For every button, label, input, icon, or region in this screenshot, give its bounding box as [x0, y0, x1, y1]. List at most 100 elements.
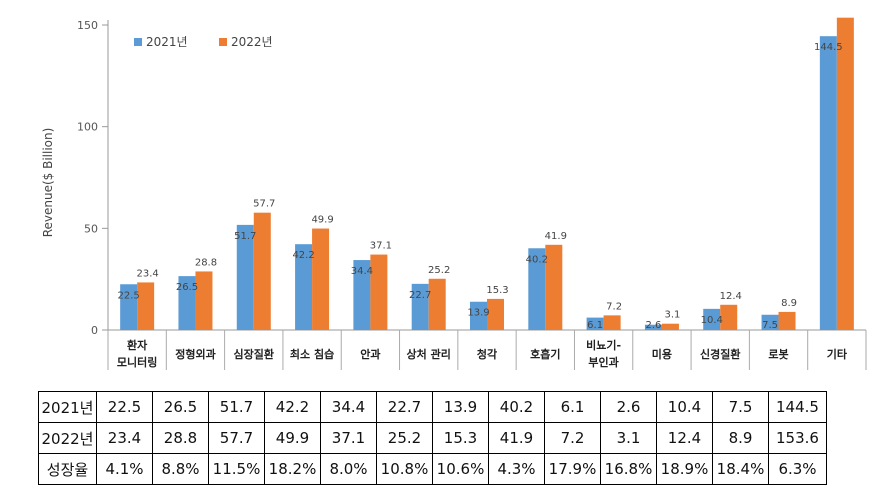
- x-tick-label: 호흡기: [530, 347, 560, 361]
- chart-legend: 2021년 2022년: [134, 35, 273, 49]
- table-row: 성장율 4.1% 8.8% 11.5% 18.2% 8.0% 10.8% 10.6% 4.3% 1…: [38, 453, 827, 485]
- bar-2021: [295, 244, 313, 330]
- table-cell: 153.6: [768, 422, 827, 454]
- data-label-2022: 28.8: [195, 257, 217, 268]
- data-label-2021: 42.2: [292, 250, 314, 261]
- table-cell: 4.1%: [96, 453, 153, 485]
- x-tick-label: 안과: [360, 347, 380, 361]
- bar-2021: [703, 308, 721, 330]
- bar-2022: [312, 228, 330, 330]
- table-cell: 23.4: [96, 422, 153, 454]
- data-table: 2021년 22.5 26.5 51.7 42.2 34.4 22.7 13.9 40.2 6.1…: [38, 391, 827, 485]
- row-header: 성장율: [38, 453, 97, 485]
- table-cell: 18.2%: [264, 453, 321, 485]
- data-label-2022: 15.3: [486, 285, 508, 296]
- x-tick-label: 상처 관리: [407, 347, 451, 361]
- bar-2021: [644, 324, 662, 330]
- y-tick-label: 50: [84, 222, 98, 235]
- bar-2021: [120, 284, 138, 330]
- chart-bars: [120, 17, 854, 331]
- data-label-2022: 7.2: [606, 301, 622, 312]
- x-tick-label: 신경질환: [700, 347, 740, 361]
- chart-data-labels: 22.5 23.4 26.5 28.8 51.7 57.7 42.2 49.9 34.4 37.1…: [118, 42, 843, 331]
- data-label-2021: 22.5: [118, 290, 140, 301]
- bar-2022: [195, 271, 213, 330]
- table-cell: 28.8: [152, 422, 209, 454]
- table-cell: 7.5: [712, 391, 769, 423]
- table-cell: 6.1: [544, 391, 601, 423]
- table-cell: 34.4: [320, 391, 377, 423]
- data-label-2022: 23.4: [137, 268, 159, 279]
- data-label-2021: 6.1: [587, 320, 603, 331]
- y-tick-label: 100: [77, 121, 98, 134]
- bar-2022: [836, 17, 854, 331]
- bar-2021: [528, 248, 546, 330]
- data-label-2022: 41.9: [545, 231, 567, 242]
- table-cell: 4.3%: [488, 453, 545, 485]
- table-cell: 10.8%: [376, 453, 433, 485]
- table-cell: 15.3: [432, 422, 489, 454]
- row-header: 2021년: [38, 391, 97, 423]
- bar-2022: [603, 315, 621, 330]
- x-tick-label: 최소 침습: [290, 347, 334, 361]
- table-cell: 49.9: [264, 422, 321, 454]
- table-cell: 17.9%: [544, 453, 601, 485]
- table-cell: 144.5: [768, 391, 827, 423]
- table-cell: 12.4: [656, 422, 713, 454]
- bar-2021: [761, 314, 779, 330]
- legend-label: 2022년: [231, 35, 273, 49]
- bar-2022: [370, 254, 388, 330]
- table-cell: 8.9: [712, 422, 769, 454]
- legend-swatch: [219, 38, 227, 46]
- bar-2022: [661, 323, 679, 330]
- data-label-2021: 13.9: [467, 308, 489, 319]
- table-cell: 10.4: [656, 391, 713, 423]
- bar-2021: [470, 301, 487, 330]
- x-tick-label: 기타: [827, 347, 848, 361]
- data-label-2022: 49.9: [311, 215, 333, 226]
- bar-2021: [178, 276, 196, 330]
- data-label-2021: 22.7: [409, 290, 431, 301]
- table-cell: 8.0%: [320, 453, 377, 485]
- x-tick-label: 청각: [477, 347, 497, 361]
- table-cell: 51.7: [208, 391, 265, 423]
- table-cell: 22.7: [376, 391, 433, 423]
- legend-label: 2021년: [146, 35, 188, 49]
- data-label-2021: 51.7: [234, 231, 256, 242]
- data-label-2021: 10.4: [701, 315, 723, 326]
- table-row: 2022년 23.4 28.8 57.7 49.9 37.1 25.2 15.3 41.9 7.2…: [38, 422, 827, 454]
- table-cell: 22.5: [96, 391, 153, 423]
- table-cell: 11.5%: [208, 453, 265, 485]
- x-tick-label: 미용: [652, 347, 672, 361]
- bar-2021: [586, 317, 604, 330]
- table-cell: 10.6%: [432, 453, 489, 485]
- bar-2022: [428, 278, 446, 330]
- table-cell: 8.8%: [152, 453, 209, 485]
- data-label-2022: 37.1: [370, 241, 392, 252]
- y-tick-label: 0: [91, 324, 98, 337]
- table-cell: 18.9%: [656, 453, 713, 485]
- bar-2021: [236, 224, 254, 330]
- bar-2022: [545, 244, 563, 330]
- bar-2021: [411, 283, 429, 330]
- bar-2021: [353, 260, 371, 330]
- table-cell: 26.5: [152, 391, 209, 423]
- x-tick-label: 비뇨기-부인과: [586, 338, 621, 369]
- row-header: 2022년: [38, 422, 97, 454]
- data-label-2022: 8.9: [781, 298, 797, 309]
- data-label-2021: 40.2: [526, 254, 548, 265]
- bar-2022: [720, 304, 738, 330]
- data-label-2021: 26.5: [176, 282, 198, 293]
- table-cell: 16.8%: [600, 453, 657, 485]
- data-label-2021: 34.4: [351, 266, 373, 277]
- bar-2022: [778, 311, 796, 330]
- y-axis-label: Revenue($ Billion): [41, 128, 55, 238]
- data-label-2022: 57.7: [253, 199, 275, 210]
- table-cell: 3.1: [600, 422, 657, 454]
- table-row: 2021년 22.5 26.5 51.7 42.2 34.4 22.7 13.9 40.2 6.1…: [38, 391, 827, 423]
- data-label-2021: 144.5: [814, 42, 843, 53]
- table-cell: 37.1: [320, 422, 377, 454]
- bar-2022: [137, 282, 155, 330]
- table-cell: 40.2: [488, 391, 545, 423]
- data-label-2022: 12.4: [720, 291, 742, 302]
